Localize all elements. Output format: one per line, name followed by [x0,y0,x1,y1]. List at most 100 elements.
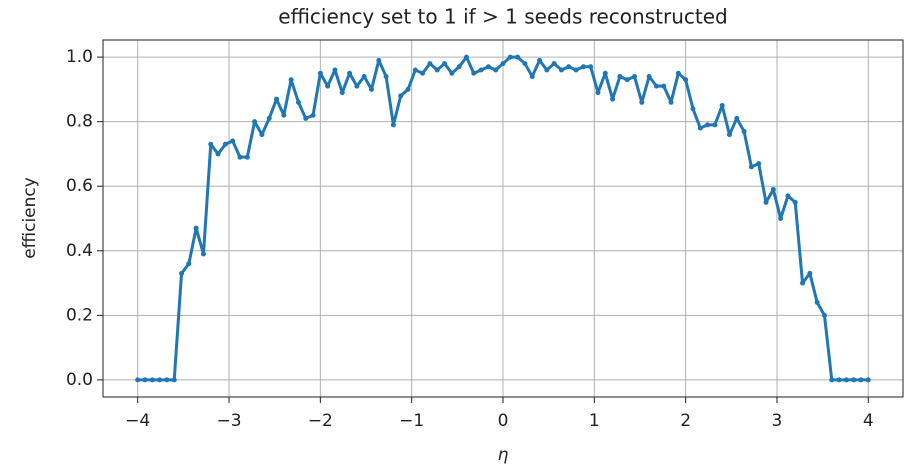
data-point [858,377,864,383]
data-point [266,115,272,121]
data-point [412,67,418,73]
grid [103,40,903,397]
data-point [639,99,645,105]
x-tick-label: −1 [399,411,424,431]
y-tick-label: 0.6 [66,176,93,196]
x-tick-label: −2 [308,411,333,431]
plot [135,54,871,383]
data-point [624,77,630,83]
data-point [690,106,696,112]
data-point [405,86,411,92]
data-point [295,99,301,105]
data-point [537,57,543,63]
data-point [274,96,280,102]
data-point [683,77,689,83]
data-point [463,54,469,60]
data-point [376,57,382,63]
data-point [244,154,250,160]
data-point [551,61,557,67]
data-point [398,93,404,99]
data-point [354,83,360,89]
data-point [726,132,732,138]
data-point [800,280,806,286]
data-point [821,312,827,318]
data-point [339,90,345,96]
data-point [485,64,491,70]
x-axis-label: η [498,445,509,465]
y-tick-label: 0.0 [66,370,93,390]
data-point [595,90,601,96]
data-point [653,83,659,89]
data-point [829,377,835,383]
data-point [149,377,155,383]
data-point [507,54,513,60]
data-point [281,112,287,118]
data-point [157,377,163,383]
y-tick-label: 0.8 [66,112,93,132]
data-point [317,70,323,76]
data-point [646,73,652,79]
data-point [807,270,813,276]
y-tick-label: 0.2 [66,305,93,325]
data-point [493,67,499,73]
data-point [135,377,141,383]
data-point [792,199,798,205]
data-point [368,86,374,92]
data-point [259,132,265,138]
data-point [142,377,148,383]
data-point [449,70,455,76]
data-point [427,61,433,67]
data-point [442,61,448,67]
y-axis-label: efficiency [20,177,40,259]
data-point [770,186,776,192]
data-point [252,119,258,125]
data-point [164,377,170,383]
data-point [471,70,477,76]
data-point [515,54,521,60]
data-point [741,128,747,134]
data-point [288,77,294,83]
x-tick-label: −3 [216,411,241,431]
data-point [748,164,754,170]
data-point [193,225,199,231]
data-point [332,67,338,73]
y-tick-label: 1.0 [66,47,93,67]
data-point [230,138,236,144]
x-tick-label: −4 [125,411,150,431]
data-point [478,67,484,73]
data-point [734,115,740,121]
data-point [215,151,221,157]
data-point [500,61,506,67]
data-point [763,199,769,205]
data-point [456,64,462,70]
data-point [303,115,309,121]
chart-title: efficiency set to 1 if > 1 seeds reconst… [278,5,727,29]
data-point [785,193,791,199]
data-point [390,122,396,128]
data-point [434,67,440,73]
data-point [617,73,623,79]
data-point [200,251,206,257]
data-point [361,73,367,79]
data-point [580,64,586,70]
data-point [529,73,535,79]
data-point [851,377,857,383]
data-point [186,261,192,267]
data-point [325,83,331,89]
data-point [420,70,426,76]
data-point [310,112,316,118]
data-point [814,299,820,305]
data-point [610,96,616,102]
y-tick-label: 0.4 [66,241,93,261]
data-point [865,377,871,383]
x-tick-label: 2 [680,411,691,431]
x-tick-label: 0 [498,411,509,431]
data-point [588,64,594,70]
data-point [208,141,214,147]
data-point [573,67,579,73]
data-point [602,70,608,76]
data-point [179,270,185,276]
data-point [836,377,842,383]
data-point [566,64,572,70]
